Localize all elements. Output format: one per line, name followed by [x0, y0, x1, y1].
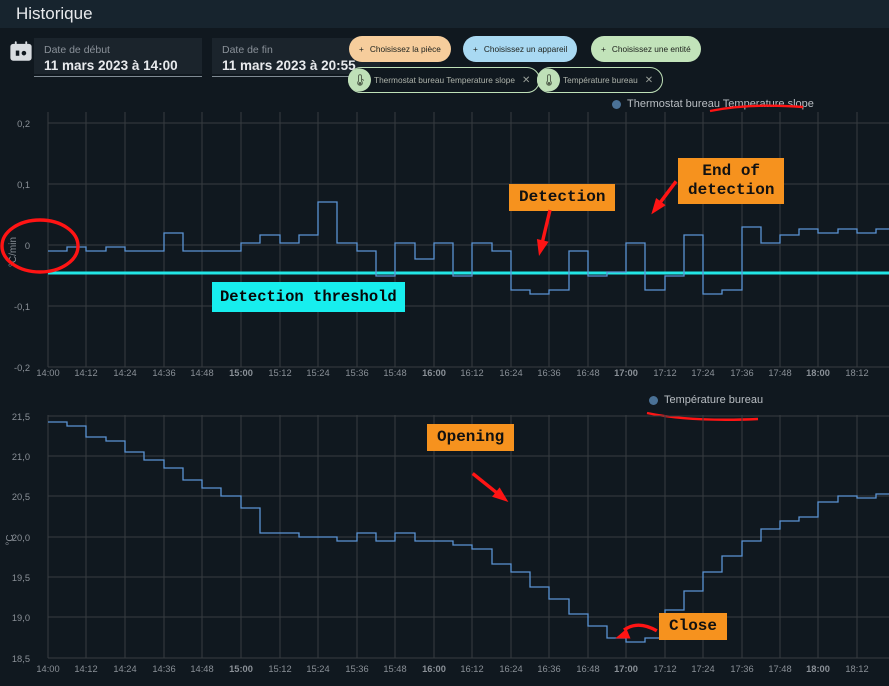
svg-text:16:00: 16:00: [422, 664, 446, 674]
svg-text:14:12: 14:12: [74, 664, 97, 674]
svg-text:15:24: 15:24: [306, 664, 329, 674]
svg-text:15:48: 15:48: [383, 368, 406, 378]
svg-text:16:24: 16:24: [499, 664, 522, 674]
svg-text:16:36: 16:36: [537, 664, 560, 674]
svg-text:17:24: 17:24: [691, 368, 714, 378]
svg-text:15:36: 15:36: [345, 664, 368, 674]
svg-text:18:00: 18:00: [806, 368, 830, 378]
svg-text:18:12: 18:12: [845, 368, 868, 378]
svg-text:17:36: 17:36: [730, 368, 753, 378]
svg-text:18:12: 18:12: [845, 664, 868, 674]
svg-text:15:12: 15:12: [268, 664, 291, 674]
svg-text:16:24: 16:24: [499, 368, 522, 378]
svg-text:17:00: 17:00: [614, 664, 638, 674]
svg-text:16:00: 16:00: [422, 368, 446, 378]
svg-text:15:24: 15:24: [306, 368, 329, 378]
svg-text:16:12: 16:12: [460, 368, 483, 378]
svg-text:14:24: 14:24: [113, 664, 136, 674]
svg-text:17:24: 17:24: [691, 664, 714, 674]
svg-text:17:48: 17:48: [768, 368, 791, 378]
svg-text:18:00: 18:00: [806, 664, 830, 674]
svg-text:14:36: 14:36: [152, 368, 175, 378]
svg-text:14:00: 14:00: [36, 664, 59, 674]
svg-text:14:48: 14:48: [190, 664, 213, 674]
svg-text:15:12: 15:12: [268, 368, 291, 378]
svg-text:14:12: 14:12: [74, 368, 97, 378]
svg-text:16:12: 16:12: [460, 664, 483, 674]
svg-text:15:00: 15:00: [229, 368, 253, 378]
svg-text:17:12: 17:12: [653, 368, 676, 378]
svg-text:15:00: 15:00: [229, 664, 253, 674]
svg-text:17:36: 17:36: [730, 664, 753, 674]
svg-text:14:48: 14:48: [190, 368, 213, 378]
svg-text:16:48: 16:48: [576, 664, 599, 674]
svg-text:15:36: 15:36: [345, 368, 368, 378]
svg-text:16:48: 16:48: [576, 368, 599, 378]
svg-text:16:36: 16:36: [537, 368, 560, 378]
svg-text:17:12: 17:12: [653, 664, 676, 674]
svg-text:14:00: 14:00: [36, 368, 59, 378]
svg-text:14:24: 14:24: [113, 368, 136, 378]
svg-text:17:00: 17:00: [614, 368, 638, 378]
svg-text:15:48: 15:48: [383, 664, 406, 674]
svg-text:14:36: 14:36: [152, 664, 175, 674]
svg-text:17:48: 17:48: [768, 664, 791, 674]
